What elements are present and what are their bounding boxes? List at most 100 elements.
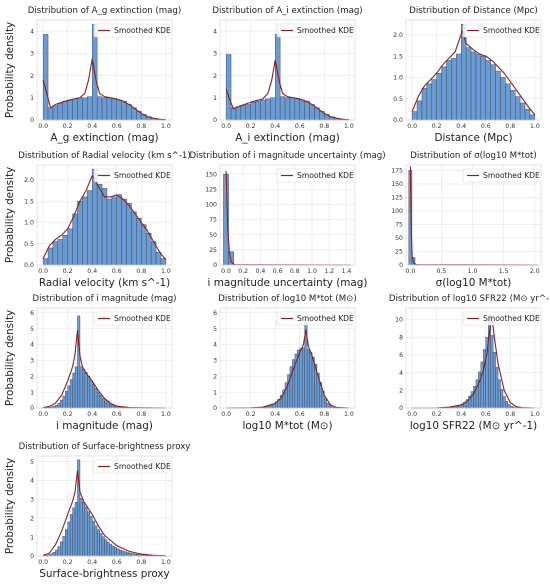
histogram-bar <box>77 97 83 121</box>
histogram-bar <box>299 348 303 409</box>
kde-line <box>42 58 166 121</box>
x-tick-label: 0.6 <box>481 123 491 130</box>
histogram-bar <box>441 66 447 121</box>
subplot-10: 0.0 0.2 0.4 0.6 0.8 1.0 0 1 2 3 4 5 Distribution of … <box>4 442 190 580</box>
subplot-title: Distribution of log10 SFR22 (M⊙ yr^-1) <box>389 294 550 304</box>
y-tick-label: 4 <box>399 370 403 377</box>
histogram-bar <box>136 217 142 266</box>
y-tick-label: 2 <box>213 73 217 80</box>
histogram-bar <box>279 96 286 121</box>
x-tick-label: 0.0 <box>38 123 48 130</box>
histogram-bar <box>529 114 536 121</box>
x-tick-label: 0.8 <box>136 411 146 418</box>
histogram-bar <box>47 247 54 266</box>
subplot-title: Distribution of log10 M*tot (M⊙) <box>218 294 356 304</box>
x-tick-label: 0.4 <box>87 559 97 566</box>
y-tick-label: 0.5 <box>393 96 403 103</box>
histogram-bar <box>42 258 49 266</box>
histogram-bar <box>92 520 95 557</box>
y-tick-label: 6 <box>30 310 34 317</box>
kde-line <box>42 470 166 557</box>
x-tick-label: 0.6 <box>112 268 122 275</box>
x-tick-label: 0.5 <box>437 268 447 275</box>
y-tick-label: 0.0 <box>24 262 34 269</box>
subplot-5: 0.0 0.2 0.4 0.6 0.8 1.0 1.2 1.4 0 25 50 75 100 125 150… <box>189 151 385 289</box>
histogram-bar <box>141 224 147 266</box>
histogram-bar <box>299 99 305 121</box>
subplot-1: 0.0 0.2 0.4 0.6 0.8 1.0 0 1 2 3 4 Distribution of A… <box>4 6 181 144</box>
histogram-bar <box>250 101 256 121</box>
y-tick-label: 2 <box>30 373 34 380</box>
histogram-bar <box>326 403 330 409</box>
histogram-bar <box>126 203 132 266</box>
x-tick-label: 1.0 <box>307 268 317 275</box>
subplot-title: Distribution of σ(log10 M*tot) <box>410 151 537 161</box>
histogram-bar <box>106 402 110 409</box>
histogram-bar <box>62 535 66 557</box>
y-tick-label: 4 <box>30 342 34 349</box>
kde-line <box>225 59 349 121</box>
x-tick-label: 1.0 <box>161 559 171 566</box>
histogram-bar <box>505 401 509 409</box>
histogram-bar <box>230 107 237 121</box>
histogram-bar <box>485 60 491 121</box>
histogram-bar <box>302 347 305 409</box>
histogram-bar <box>52 241 59 266</box>
y-tick-label: 25 <box>395 249 403 256</box>
histogram-bar <box>87 376 90 409</box>
y-axis-label: Probability density <box>4 458 16 554</box>
histogram-bar <box>62 100 68 121</box>
histogram-bar <box>72 507 76 557</box>
x-tick-label: 1.0 <box>161 411 171 418</box>
y-tick-label: 150 <box>391 181 403 188</box>
subplot-title: Distribution of A_i extinction (mag) <box>212 6 362 16</box>
histogram-bar <box>94 387 98 409</box>
histogram-bar <box>284 97 291 121</box>
histogram-bar <box>79 366 83 409</box>
y-axis-label: Probability density <box>4 167 16 263</box>
histogram-bar <box>235 106 242 121</box>
y-tick-label: 6 <box>213 310 217 317</box>
legend-box <box>462 23 539 38</box>
histogram-bar <box>465 47 472 121</box>
legend-label: Smoothed KDE <box>297 171 354 180</box>
x-tick-label: 0.4 <box>87 123 97 130</box>
plot-frame <box>36 455 173 557</box>
y-tick-label: 5 <box>213 326 217 333</box>
plot-frame <box>405 164 542 266</box>
y-tick-label: 2 <box>399 388 403 395</box>
x-tick-label: 0.2 <box>238 268 248 275</box>
histogram-bar <box>74 366 78 409</box>
y-tick-label: 2.0 <box>393 32 403 39</box>
y-tick-label: 2 <box>213 373 217 380</box>
x-tick-label: 0.8 <box>136 123 146 130</box>
y-tick-label: 1.0 <box>24 220 34 227</box>
x-tick-label: 1.0 <box>161 268 171 275</box>
histogram-bar <box>495 70 501 121</box>
histogram-bar <box>99 395 103 409</box>
histogram-bar <box>96 96 103 121</box>
histogram-bar <box>101 536 105 557</box>
y-tick-label: 5 <box>30 326 34 333</box>
histogram-bar <box>121 198 127 266</box>
histogram-bar <box>294 98 300 121</box>
y-tick-label: 1 <box>30 95 34 102</box>
x-tick-label: 0.2 <box>63 559 73 566</box>
y-axis-label: Probability density <box>4 22 16 118</box>
y-tick-label: 4 <box>213 28 217 35</box>
subplot-6: 0.0 0.5 1.0 1.5 2.0 0 25 50 75 100 125 150 175 Distri… <box>391 151 542 289</box>
histogram-bar <box>111 196 117 266</box>
y-tick-label: 3 <box>30 51 34 58</box>
histogram-bar <box>500 77 506 121</box>
plot-frame <box>36 19 173 121</box>
histogram-bar <box>72 372 76 409</box>
histogram-bar <box>311 356 315 409</box>
y-tick-label: 0 <box>399 262 403 269</box>
histogram-bar <box>446 60 452 121</box>
y-tick-label: 1 <box>213 389 217 396</box>
y-tick-label: 4 <box>213 342 217 349</box>
y-tick-label: 150 <box>205 171 217 178</box>
x-tick-label: 1.2 <box>324 268 334 275</box>
x-tick-label: 0.6 <box>481 411 491 418</box>
histogram-bar <box>119 549 122 557</box>
